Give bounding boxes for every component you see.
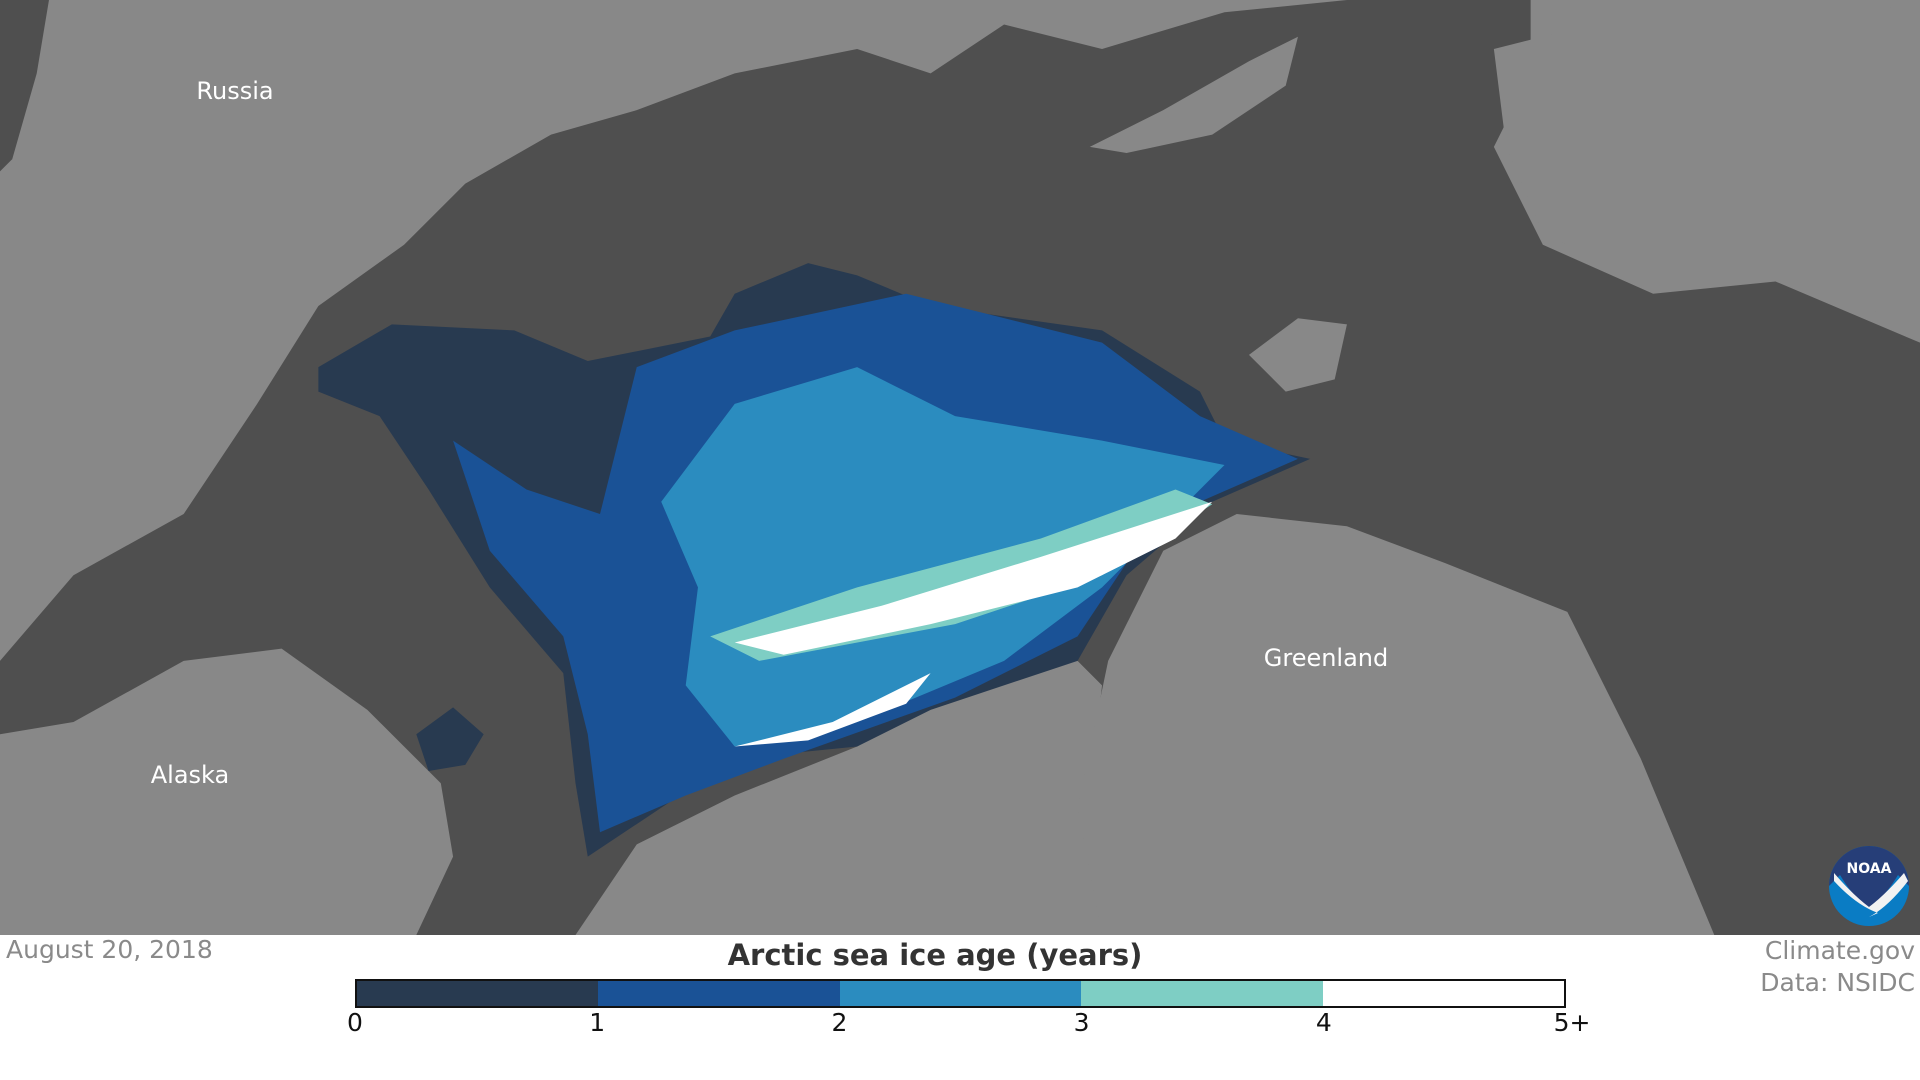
legend-tick-label: 3 bbox=[1073, 1008, 1090, 1037]
legend-tick-label: 0 bbox=[347, 1008, 363, 1037]
greenland-land bbox=[1077, 514, 1715, 935]
legend-tick-label: 5+ bbox=[1553, 1008, 1591, 1037]
date-label: August 20, 2018 bbox=[6, 935, 213, 964]
legend-swatch-3 bbox=[1081, 981, 1323, 1006]
credit-site: Climate.gov bbox=[1764, 936, 1915, 965]
scandinavia-land bbox=[1493, 0, 1920, 331]
credit: Climate.gov Data: NSIDC bbox=[1760, 935, 1915, 999]
canada-archipelago bbox=[575, 636, 1127, 935]
legend-title: Arctic sea ice age (years) bbox=[727, 938, 1143, 972]
greenland-label: Greenland bbox=[1263, 644, 1389, 672]
legend-swatch-1 bbox=[598, 981, 840, 1006]
noaa-logo: NOAA bbox=[1829, 846, 1909, 926]
russia-label: Russia bbox=[196, 77, 274, 105]
sea-ice-map bbox=[0, 0, 1920, 935]
alaska-label: Alaska bbox=[150, 761, 230, 789]
alaska-land bbox=[0, 648, 454, 935]
ocean-left-strip bbox=[0, 0, 49, 172]
novaya-zemlya bbox=[1089, 36, 1298, 153]
legend-tick-label: 1 bbox=[589, 1008, 606, 1037]
ice-age-5plus bbox=[734, 501, 1213, 655]
credit-data: Data: NSIDC bbox=[1760, 968, 1915, 997]
svalbard bbox=[1248, 318, 1347, 392]
legend-swatch-0 bbox=[357, 981, 599, 1006]
legend-swatch-4 bbox=[1322, 981, 1565, 1006]
svg-text:NOAA: NOAA bbox=[1847, 861, 1892, 877]
legend-colorbar bbox=[355, 979, 1566, 1008]
legend-tick-label: 2 bbox=[831, 1008, 848, 1037]
ice-small-patch bbox=[416, 707, 484, 772]
legend-swatch-2 bbox=[839, 981, 1082, 1006]
legend-tick-label: 4 bbox=[1315, 1008, 1332, 1037]
